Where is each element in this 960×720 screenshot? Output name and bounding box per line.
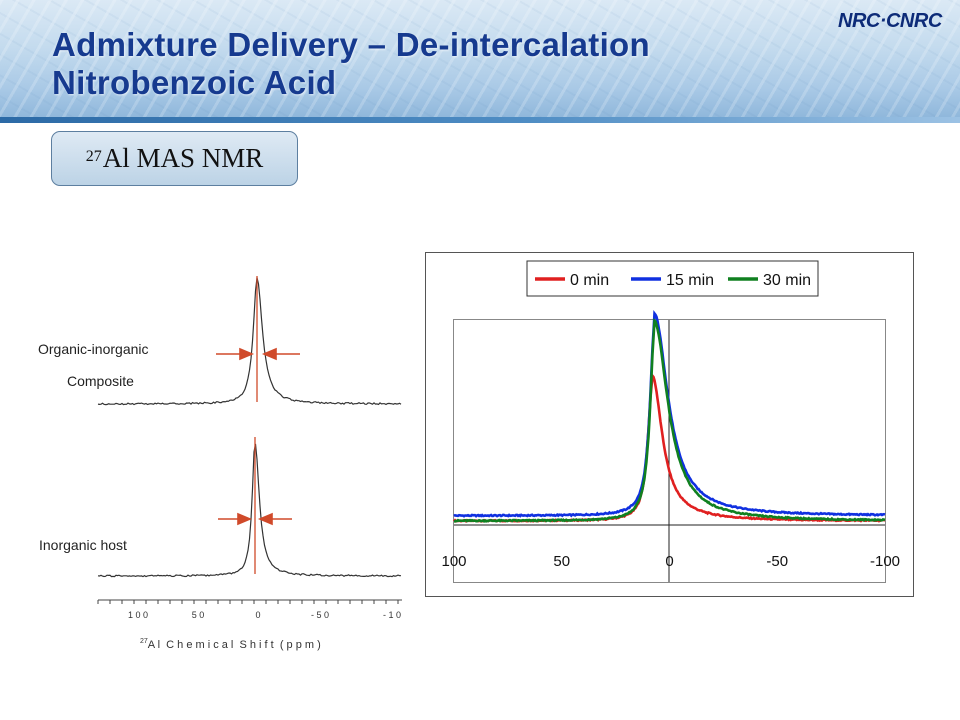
chart-series [453,309,886,524]
x-tick-label: 100 [441,553,466,570]
figure-x-axis-label-isotope: 27 [140,638,148,645]
composite-spectrum [97,277,402,406]
legend-label-2: 30 min [763,272,811,289]
chart-x-ticks: 100 50 0 -50 -100 [441,553,900,570]
inorganic-host-spectrum [97,443,402,578]
figure-tick-0: 0 [255,610,260,620]
composite-label-line2: Composite [67,373,134,389]
chart-legend-box [526,260,819,297]
x-tick-label: 50 [553,553,570,570]
nmr-label-text: Al MAS NMR [102,143,264,173]
title-line-2: Nitrobenzoic Acid [52,64,337,101]
figure-tick-minus100: - 1 0 [383,610,401,620]
nrc-cnrc-logo: NRC·CNRC [838,10,942,32]
x-tick-label: -50 [766,553,788,570]
slide-title: Admixture Delivery – De-intercalation Ni… [52,26,650,102]
nmr-time-chart: 0 min 15 min 30 min 100 50 0 -50 -100 [425,252,914,597]
figure-tick-50: 5 0 [192,610,205,620]
title-line-1: Admixture Delivery – De-intercalation [52,26,650,63]
legend-label-0: 0 min [570,272,609,289]
figure-x-axis [97,599,402,604]
title-banner: Admixture Delivery – De-intercalation Ni… [0,0,960,118]
nmr-label-isotope: 27 [85,147,102,165]
series-line-30-min [454,318,886,524]
figure-tick-minus50: - 5 0 [311,610,329,620]
nmr-label: 27 Al MAS NMR [52,132,297,185]
figure-x-axis-label: 27A l C h e m i c a l S h i f t ( p p m … [140,638,321,651]
nmr-spectra-figure: Organic-inorganic Composite Inorganic ho… [38,276,402,651]
title-underline [0,117,960,123]
composite-label-line1: Organic-inorganic [38,341,149,357]
nmr-label-box: 27 Al MAS NMR [51,131,298,186]
banner-texture [0,0,960,118]
legend-label-1: 15 min [666,272,714,289]
host-width-arrows [218,512,292,526]
chart-legend: 0 min 15 min 30 min [535,272,811,289]
x-tick-label: -100 [870,553,900,570]
x-tick-label: 0 [665,553,673,570]
inorganic-host-label: Inorganic host [39,537,127,553]
composite-width-arrows [216,347,300,361]
figure-tick-100: 1 0 0 [128,610,148,620]
figure-x-axis-label-text: A l C h e m i c a l S h i f t ( p p m ) [148,639,321,651]
